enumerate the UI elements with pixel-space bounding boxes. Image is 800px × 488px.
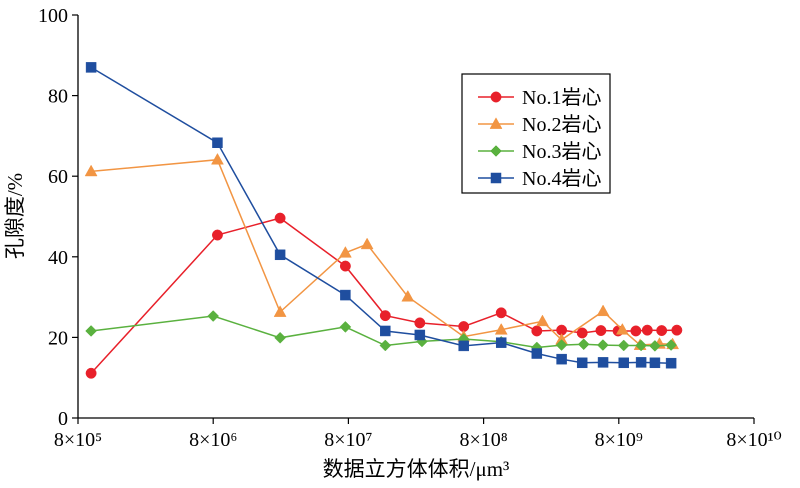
data-point bbox=[85, 62, 97, 73]
data-point bbox=[495, 307, 507, 319]
data-point bbox=[555, 339, 568, 351]
data-point bbox=[84, 164, 98, 177]
data-point bbox=[401, 289, 415, 302]
data-point bbox=[211, 152, 224, 165]
legend-item: No.1岩心 bbox=[478, 86, 601, 109]
data-point bbox=[85, 325, 97, 337]
data-point bbox=[494, 323, 508, 335]
data-point bbox=[665, 357, 677, 369]
data-point bbox=[576, 327, 588, 339]
legend: No.1岩心 No.2岩心 No.3岩心 No.4岩心 bbox=[461, 73, 611, 194]
data-point bbox=[597, 339, 609, 351]
y-tick-label: 100 bbox=[38, 5, 68, 27]
data-point bbox=[671, 324, 683, 336]
data-point bbox=[615, 323, 629, 335]
data-point bbox=[274, 249, 286, 261]
x-tick-label: 8×10⁷ bbox=[324, 429, 372, 451]
y-tick-label: 60 bbox=[48, 166, 68, 188]
series-layer bbox=[84, 62, 683, 379]
data-point bbox=[85, 367, 97, 379]
x-tick-label: 8×10⁹ bbox=[595, 429, 643, 451]
data-point bbox=[495, 337, 507, 348]
x-tick-label: 8×10⁸ bbox=[459, 429, 507, 451]
legend-marker bbox=[490, 145, 502, 157]
data-point bbox=[212, 137, 223, 149]
legend-marker bbox=[490, 172, 502, 184]
data-point bbox=[649, 357, 661, 369]
data-point bbox=[641, 324, 653, 336]
data-point bbox=[380, 325, 391, 337]
data-point bbox=[596, 304, 610, 317]
data-point bbox=[635, 339, 647, 352]
y-tick-label: 20 bbox=[48, 327, 68, 349]
series-line bbox=[90, 217, 677, 374]
data-point bbox=[635, 357, 647, 368]
series-line bbox=[90, 66, 672, 364]
legend-marker bbox=[490, 91, 502, 103]
data-point bbox=[536, 314, 549, 327]
y-tick-label: 0 bbox=[58, 408, 68, 430]
plot-area: 8×10⁵ 8×10⁶ 8×10⁷ 8×10⁸ 8×10⁹ 8×10¹⁰ 0 20 40 60 8… bbox=[38, 5, 782, 451]
data-point bbox=[211, 229, 223, 241]
data-point bbox=[531, 325, 543, 337]
data-point bbox=[338, 246, 352, 258]
x-tick-label: 8×10⁵ bbox=[54, 429, 102, 451]
data-point bbox=[360, 237, 374, 250]
legend-box bbox=[461, 73, 611, 194]
data-point bbox=[339, 321, 352, 333]
legend-label: No.3岩心 bbox=[522, 140, 601, 163]
legend-item: No.2岩心 bbox=[478, 113, 601, 136]
series-1 bbox=[85, 212, 683, 379]
data-point bbox=[576, 357, 588, 369]
data-point bbox=[274, 331, 286, 344]
data-point bbox=[339, 260, 351, 272]
data-point bbox=[531, 348, 543, 359]
legend-label: No.2岩心 bbox=[522, 113, 601, 136]
data-point bbox=[617, 339, 630, 352]
data-point bbox=[618, 357, 629, 369]
data-point bbox=[656, 325, 668, 336]
data-point bbox=[379, 339, 392, 352]
legend-item: No.3岩心 bbox=[478, 140, 601, 163]
y-axis-title: 孔隙度/% bbox=[3, 173, 27, 259]
y-tick-label: 80 bbox=[48, 86, 68, 108]
legend-marker bbox=[489, 117, 503, 129]
data-point bbox=[665, 339, 677, 351]
data-point bbox=[556, 353, 567, 365]
data-point bbox=[458, 340, 469, 352]
x-tick-label: 8×10⁶ bbox=[189, 429, 237, 451]
legend-items: No.1岩心 No.2岩心 No.3岩心 No.4岩心 bbox=[478, 86, 601, 190]
legend-label: No.1岩心 bbox=[522, 86, 601, 109]
data-point bbox=[340, 289, 351, 301]
x-tick-label: 8×10¹⁰ bbox=[726, 429, 781, 451]
data-point bbox=[414, 329, 426, 341]
x-axis-ticks: 8×10⁵ 8×10⁶ 8×10⁷ 8×10⁸ 8×10⁹ 8×10¹⁰ bbox=[54, 418, 782, 451]
data-point bbox=[414, 317, 426, 329]
data-point bbox=[273, 305, 287, 317]
data-point bbox=[595, 325, 607, 336]
legend-item: No.4岩心 bbox=[478, 167, 601, 190]
y-tick-label: 40 bbox=[48, 247, 68, 269]
series-4 bbox=[85, 62, 677, 369]
y-axis-ticks: 0 20 40 60 80 100 bbox=[38, 5, 78, 430]
data-point bbox=[597, 357, 609, 368]
x-axis-title: 数据立方体体积/μm³ bbox=[323, 457, 510, 481]
data-point bbox=[379, 310, 391, 322]
data-point bbox=[649, 340, 661, 352]
data-point bbox=[630, 325, 642, 337]
data-point bbox=[207, 310, 220, 322]
series-line bbox=[91, 315, 672, 349]
data-point bbox=[274, 212, 286, 224]
legend-label: No.4岩心 bbox=[522, 167, 601, 190]
data-point bbox=[577, 338, 590, 351]
